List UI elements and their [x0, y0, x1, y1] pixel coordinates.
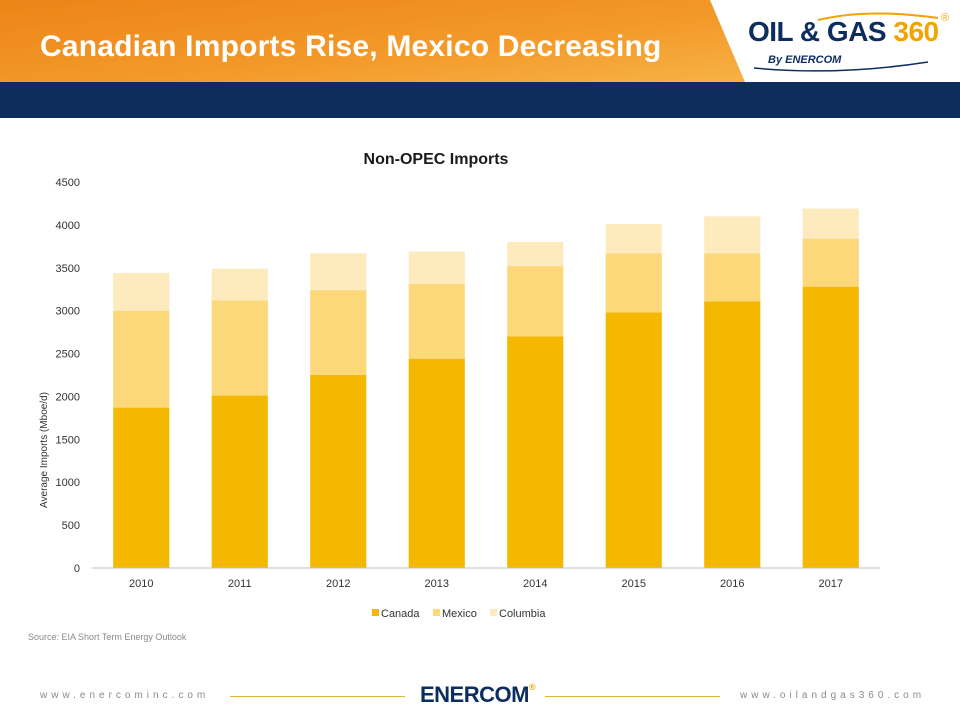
source-note: Source: EIA Short Term Energy Outlook	[28, 632, 187, 642]
bar-mexico-2016	[704, 253, 761, 302]
x-axis-ticks: 2010 2011 2012 2013 2014 2015 2016 2017	[129, 578, 843, 590]
y-axis-ticks: 0 500 1000 1500 2000 2500 3000 3500 4000 4500	[56, 177, 80, 575]
bar-canada-2014	[507, 336, 564, 568]
legend-label-columbia: Columbia	[499, 608, 546, 620]
bar-mexico-2017	[802, 238, 859, 287]
bar-canada-2015	[605, 312, 662, 568]
bar-columbia-2014	[507, 242, 564, 267]
bar-canada-2011	[211, 395, 268, 568]
footer-enercom-logo: ENERCOM®	[420, 682, 536, 707]
logo-swoosh-icon	[753, 12, 939, 72]
bar-columbia-2010	[113, 272, 170, 311]
legend-label-canada: Canada	[381, 608, 420, 620]
y-tick-label: 500	[62, 520, 80, 532]
bar-mexico-2013	[408, 284, 465, 359]
bars-group	[113, 208, 859, 568]
bar-mexico-2014	[507, 266, 564, 337]
stacked-bar-chart: Non-OPEC Imports Average Imports (Mboe/d…	[39, 151, 880, 620]
bar-mexico-2012	[310, 290, 367, 375]
bar-columbia-2012	[310, 253, 367, 291]
y-tick-label: 2000	[56, 391, 80, 403]
logo-main-text: OIL & GAS 360	[748, 16, 939, 47]
oilgas360-logo: OIL & GAS 360 ® By ENERCOM	[748, 12, 953, 74]
y-tick-label: 0	[74, 563, 80, 575]
legend-swatch-canada	[372, 609, 379, 616]
bar-columbia-2015	[605, 224, 662, 254]
bar-canada-2012	[310, 375, 367, 568]
footer-right-url[interactable]: www.oilandgas360.com	[740, 690, 926, 701]
y-tick-label: 4000	[56, 220, 80, 232]
legend: Canada Mexico Columbia	[372, 608, 546, 620]
x-tick-label: 2017	[819, 578, 843, 590]
x-tick-label: 2014	[523, 578, 547, 590]
bar-columbia-2016	[704, 216, 761, 254]
y-tick-label: 1500	[56, 434, 80, 446]
bar-mexico-2011	[211, 300, 268, 396]
header-orange-banner	[0, 0, 745, 82]
footer-divider-right	[545, 696, 720, 697]
bar-columbia-2011	[211, 268, 268, 301]
y-tick-label: 1000	[56, 477, 80, 489]
x-tick-label: 2013	[425, 578, 449, 590]
x-tick-label: 2015	[622, 578, 646, 590]
y-tick-label: 3500	[56, 263, 80, 275]
bar-canada-2013	[408, 358, 465, 568]
x-tick-label: 2016	[720, 578, 744, 590]
bar-canada-2017	[802, 286, 859, 568]
y-tick-label: 2500	[56, 349, 80, 361]
x-tick-label: 2011	[228, 578, 252, 590]
y-tick-label: 4500	[56, 177, 80, 189]
logo-registered-mark: ®	[941, 12, 950, 24]
slide-title: Canadian Imports Rise, Mexico Decreasing	[40, 30, 662, 63]
bar-mexico-2010	[113, 310, 170, 408]
bar-columbia-2017	[802, 208, 859, 239]
bar-mexico-2015	[605, 253, 662, 313]
legend-label-mexico: Mexico	[442, 608, 477, 620]
x-tick-label: 2012	[326, 578, 350, 590]
chart-title: Non-OPEC Imports	[364, 151, 509, 168]
navy-bar	[0, 82, 960, 118]
y-tick-label: 3000	[56, 306, 80, 318]
bar-canada-2010	[113, 407, 170, 568]
footer-divider-left	[230, 696, 405, 697]
legend-swatch-columbia	[490, 609, 497, 616]
logo-subtitle: By ENERCOM	[768, 54, 842, 66]
header-band: Canadian Imports Rise, Mexico Decreasing…	[0, 0, 960, 82]
legend-swatch-mexico	[433, 609, 440, 616]
bar-columbia-2013	[408, 251, 465, 285]
footer-left-url[interactable]: www.enercominc.com	[40, 690, 210, 701]
bar-canada-2016	[704, 301, 761, 568]
x-tick-label: 2010	[129, 578, 153, 590]
y-axis-label: Average Imports (Mboe/d)	[39, 392, 50, 508]
